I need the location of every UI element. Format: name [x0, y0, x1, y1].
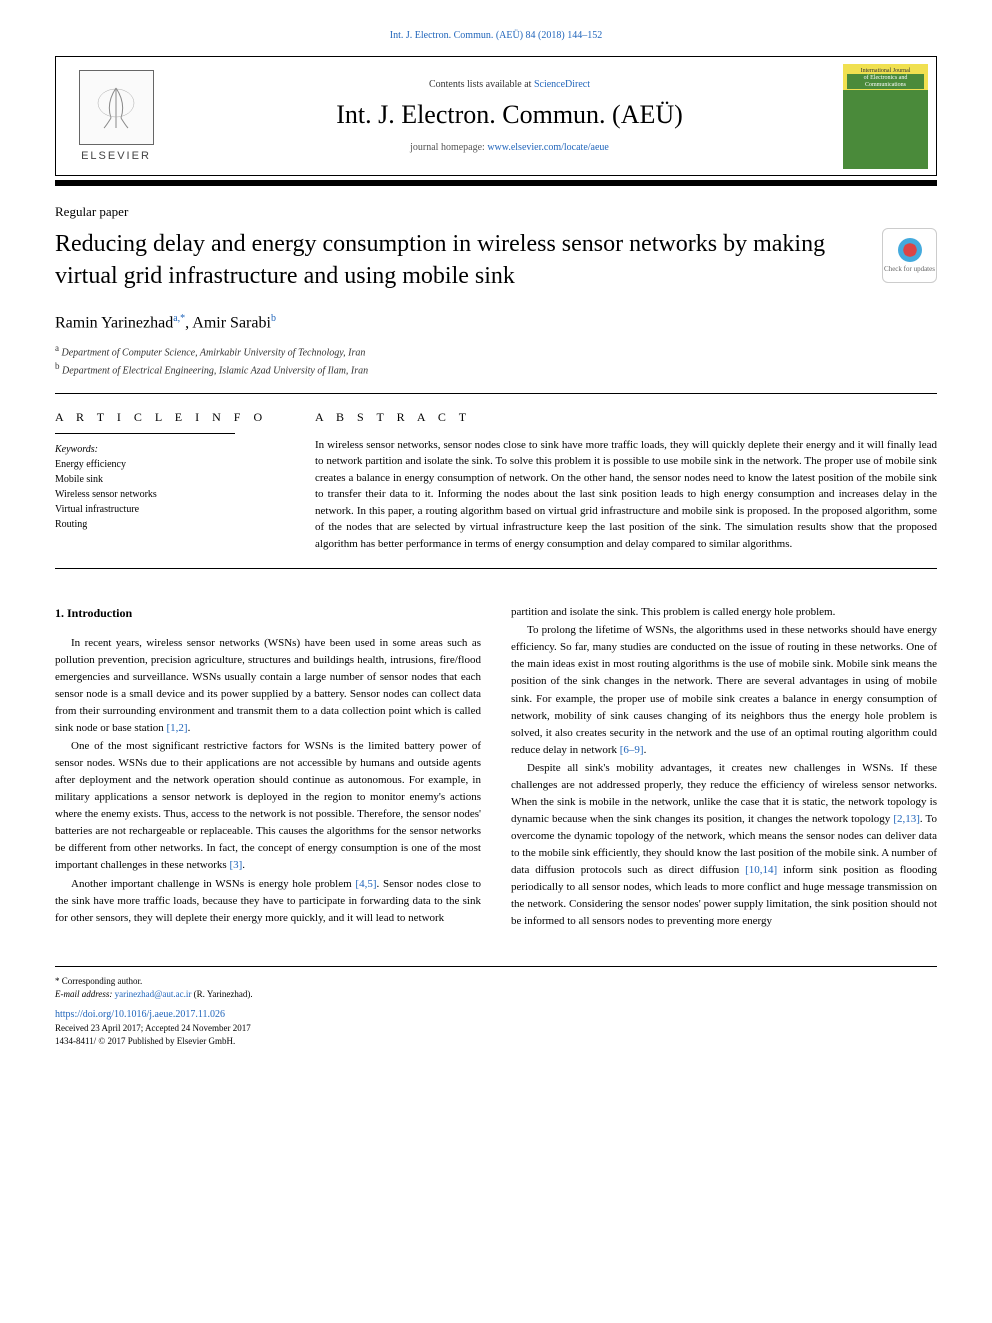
homepage-line: journal homepage: www.elsevier.com/locat… — [410, 142, 609, 153]
keywords-label: Keywords: — [55, 444, 290, 455]
crossmark-icon — [898, 238, 922, 262]
author-1-name: Ramin Yarinezhad — [55, 314, 173, 331]
body-paragraph: In recent years, wireless sensor network… — [55, 635, 481, 737]
journal-cover-thumbnail: International Journal of Electronics and… — [843, 64, 928, 169]
section-heading-intro: 1. Introduction — [55, 604, 481, 623]
authors-line: Ramin Yarinezhada,*, Amir Sarabib — [55, 313, 937, 332]
author-2-aff-sup: b — [271, 313, 276, 324]
title-row: Reducing delay and energy consumption in… — [55, 228, 937, 293]
keyword-item: Wireless sensor networks — [55, 487, 290, 502]
affiliations: a Department of Computer Science, Amirka… — [55, 342, 937, 379]
thick-rule — [55, 180, 937, 186]
contents-available-line: Contents lists available at ScienceDirec… — [429, 79, 590, 90]
header-citation: Int. J. Electron. Commun. (AEÜ) 84 (2018… — [55, 30, 937, 41]
footer-section: * Corresponding author. E-mail address: … — [55, 966, 937, 1047]
article-title: Reducing delay and energy consumption in… — [55, 228, 882, 293]
email-label: E-mail address: — [55, 989, 115, 999]
keywords-list: Energy efficiency Mobile sink Wireless s… — [55, 457, 290, 532]
header-center: Contents lists available at ScienceDirec… — [176, 79, 843, 153]
article-type: Regular paper — [55, 204, 937, 220]
body-paragraph: Despite all sink's mobility advantages, … — [511, 760, 937, 930]
journal-header-box: ELSEVIER Contents lists available at Sci… — [55, 56, 937, 176]
email-suffix: (R. Yarinezhad). — [191, 989, 252, 999]
abstract-heading: A B S T R A C T — [315, 410, 937, 425]
corresponding-author-note: * Corresponding author. — [55, 975, 937, 988]
check-updates-badge[interactable]: Check for updates — [882, 228, 937, 283]
journal-name: Int. J. Electron. Commun. (AEÜ) — [336, 100, 683, 130]
homepage-url-link[interactable]: www.elsevier.com/locate/aeue — [487, 142, 609, 153]
doi-link[interactable]: https://doi.org/10.1016/j.aeue.2017.11.0… — [55, 1008, 937, 1022]
cover-title-mid: of Electronics and Communications — [847, 74, 924, 89]
received-dates: Received 23 April 2017; Accepted 24 Nove… — [55, 1022, 937, 1035]
cover-title-top: International Journal — [861, 68, 911, 75]
body-paragraph: partition and isolate the sink. This pro… — [511, 604, 937, 621]
abstract-column: A B S T R A C T In wireless sensor netwo… — [315, 410, 937, 553]
ref-link[interactable]: [4,5] — [355, 878, 376, 890]
author-2-name: Amir Sarabi — [192, 314, 271, 331]
info-abstract-row: A R T I C L E I N F O Keywords: Energy e… — [55, 393, 937, 570]
body-left-column: 1. Introduction In recent years, wireles… — [55, 604, 481, 931]
body-right-column: partition and isolate the sink. This pro… — [511, 604, 937, 931]
body-paragraph: To prolong the lifetime of WSNs, the alg… — [511, 622, 937, 758]
abstract-text: In wireless sensor networks, sensor node… — [315, 437, 937, 553]
contents-text: Contents lists available at — [429, 79, 534, 90]
ref-link[interactable]: [1,2] — [167, 722, 188, 734]
body-columns: 1. Introduction In recent years, wireles… — [55, 604, 937, 931]
keyword-item: Mobile sink — [55, 472, 290, 487]
affiliation-b: Department of Electrical Engineering, Is… — [62, 366, 368, 377]
homepage-label: journal homepage: — [410, 142, 487, 153]
ref-link[interactable]: [3] — [229, 859, 242, 871]
keyword-item: Energy efficiency — [55, 457, 290, 472]
updates-label: Check for updates — [884, 265, 935, 273]
issn-copyright: 1434-8411/ © 2017 Published by Elsevier … — [55, 1035, 937, 1048]
article-info-column: A R T I C L E I N F O Keywords: Energy e… — [55, 410, 315, 553]
body-paragraph: One of the most significant restrictive … — [55, 738, 481, 874]
page-container: Int. J. Electron. Commun. (AEÜ) 84 (2018… — [0, 0, 992, 1078]
article-info-heading: A R T I C L E I N F O — [55, 410, 290, 425]
ref-link[interactable]: [6–9] — [620, 744, 644, 756]
affiliation-a: Department of Computer Science, Amirkabi… — [62, 347, 366, 358]
ref-link[interactable]: [2,13] — [893, 813, 920, 825]
elsevier-logo: ELSEVIER — [56, 57, 176, 175]
sciencedirect-link[interactable]: ScienceDirect — [534, 79, 590, 90]
elsevier-brand-text: ELSEVIER — [81, 150, 151, 162]
author-1-aff-sup: a,* — [173, 313, 185, 324]
info-rule — [55, 433, 235, 434]
ref-link[interactable]: [10,14] — [745, 864, 777, 876]
keyword-item: Routing — [55, 517, 290, 532]
keyword-item: Virtual infrastructure — [55, 502, 290, 517]
elsevier-tree-icon — [79, 70, 154, 145]
email-link[interactable]: yarinezhad@aut.ac.ir — [115, 989, 192, 999]
email-line: E-mail address: yarinezhad@aut.ac.ir (R.… — [55, 988, 937, 1001]
body-paragraph: Another important challenge in WSNs is e… — [55, 876, 481, 927]
